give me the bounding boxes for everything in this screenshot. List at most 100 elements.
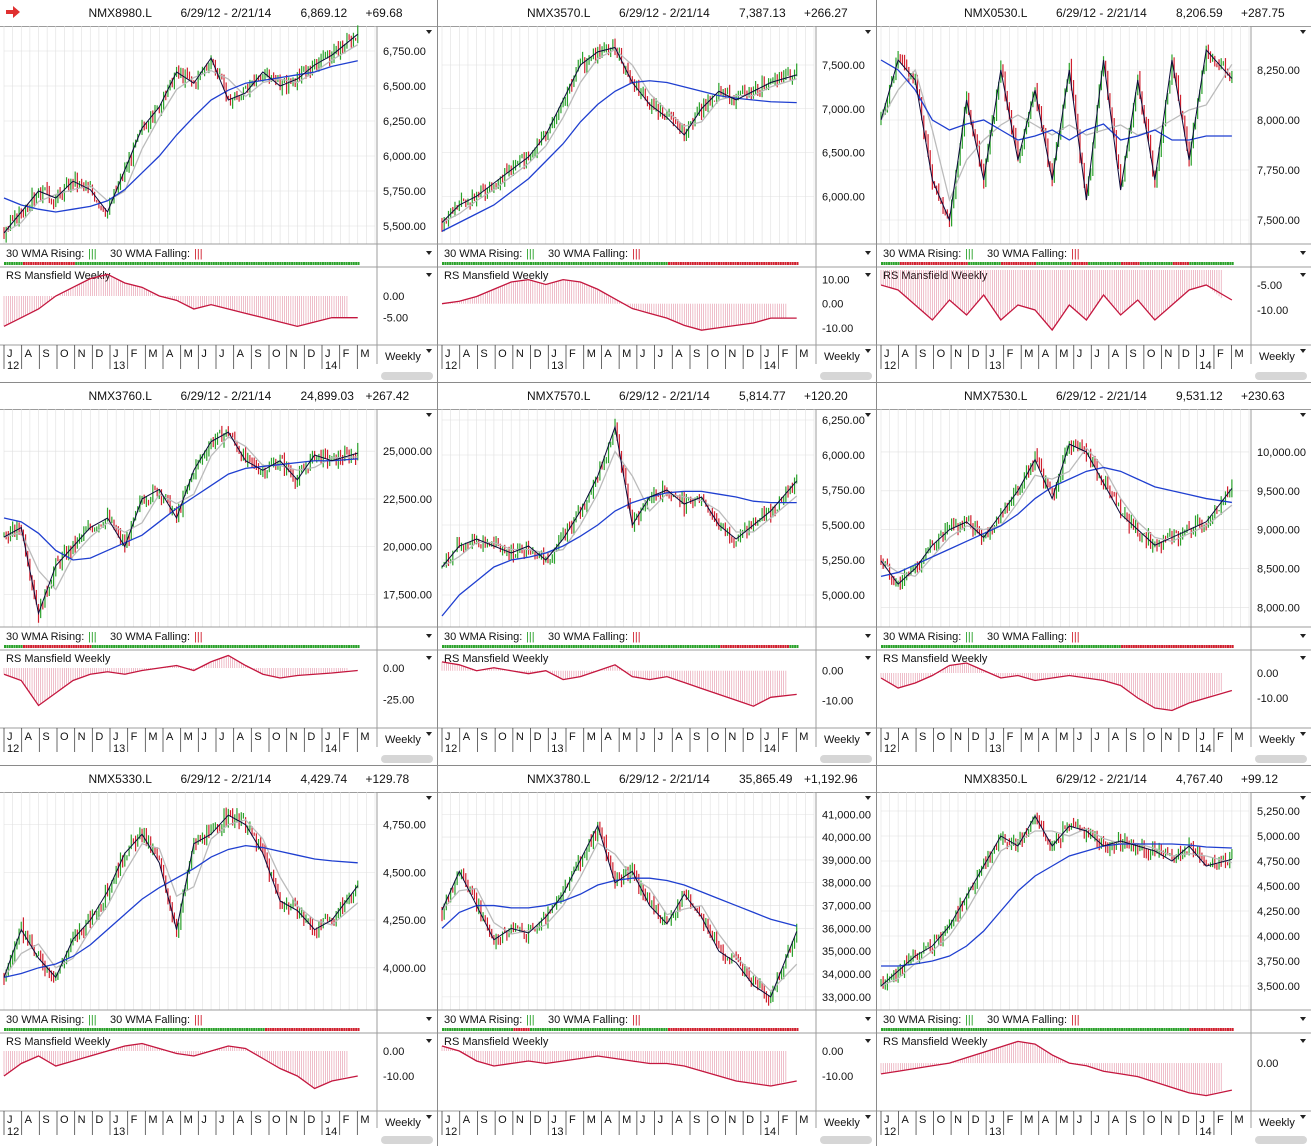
- symbol-label: NMX3780.L: [527, 772, 591, 786]
- status-dot: [224, 262, 227, 265]
- scrollbar[interactable]: [820, 1136, 872, 1144]
- status-dot: [343, 262, 346, 265]
- chart-panel[interactable]: NMX7570.L 6/29/12 - 2/21/14 5,814.77 +120.2…: [438, 383, 876, 765]
- triangle-down-icon: [1300, 634, 1306, 638]
- chart-panel[interactable]: NMX0530.L 6/29/12 - 2/21/14 8,206.59 +287.7…: [877, 0, 1311, 382]
- month-label: J: [325, 731, 331, 743]
- status-dot: [939, 645, 942, 648]
- status-dot: [510, 645, 513, 648]
- date-range-label: 6/29/12 - 2/21/14: [619, 6, 710, 20]
- status-dot: [1149, 262, 1152, 265]
- triangle-down-icon: [865, 413, 871, 417]
- status-dot: [1121, 262, 1124, 265]
- status-dot: [958, 645, 961, 648]
- status-dot: [951, 262, 954, 265]
- status-dot: [442, 262, 444, 265]
- chart-panel[interactable]: NMX3570.L 6/29/12 - 2/21/14 7,387.13 +266.2…: [438, 0, 876, 382]
- status-dot: [84, 1028, 87, 1031]
- period-label: Weekly: [824, 351, 860, 363]
- status-dot: [25, 1028, 28, 1031]
- status-dot: [465, 645, 468, 648]
- status-dot: [333, 1028, 336, 1031]
- triangle-down-icon: [865, 732, 871, 736]
- status-dot: [732, 645, 735, 648]
- status-dot: [694, 1028, 697, 1031]
- chart-panel[interactable]: NMX3760.L 6/29/12 - 2/21/14 24,899.03 +267.…: [0, 383, 437, 765]
- scrollbar[interactable]: [1255, 755, 1307, 763]
- chart-panel[interactable]: NMX8980.L 6/29/12 - 2/21/14 6,869.12 +69.68…: [0, 0, 437, 382]
- status-dot: [558, 1028, 561, 1031]
- status-dot: [579, 262, 582, 265]
- status-dot: [729, 645, 732, 648]
- month-label: A: [1112, 348, 1120, 360]
- scrollbar[interactable]: [820, 755, 872, 763]
- month-label: M: [148, 348, 157, 360]
- price-grid: [880, 792, 1250, 1010]
- status-dot: [577, 262, 580, 265]
- status-dot: [1111, 645, 1114, 648]
- status-dot: [549, 1028, 552, 1031]
- status-dot: [603, 1028, 606, 1031]
- status-dot: [744, 645, 747, 648]
- status-dot: [765, 262, 768, 265]
- status-dot: [115, 262, 118, 265]
- date-range-label: 6/29/12 - 2/21/14: [180, 389, 272, 403]
- status-dot: [1097, 645, 1100, 648]
- status-dot: [132, 1028, 135, 1031]
- scrollbar[interactable]: [1255, 372, 1307, 380]
- status-dot: [13, 645, 16, 648]
- status-dot: [350, 262, 353, 265]
- status-dot: [110, 645, 113, 648]
- month-label: N: [516, 731, 524, 743]
- price-grid: [441, 409, 815, 627]
- status-dot: [106, 1028, 109, 1031]
- year-label: 13: [113, 1126, 125, 1138]
- chart-panel[interactable]: NMX5330.L 6/29/12 - 2/21/14 4,429.74 +129.7…: [0, 766, 437, 1146]
- month-label: N: [516, 348, 524, 360]
- chart-panel[interactable]: NMX7530.L 6/29/12 - 2/21/14 9,531.12 +230.6…: [877, 383, 1311, 765]
- status-dot: [22, 262, 25, 265]
- triangle-down-icon: [426, 1039, 432, 1043]
- y-tick-label: 9,000.00: [1257, 525, 1300, 537]
- month-label: S: [254, 731, 261, 743]
- status-dot: [56, 262, 59, 265]
- status-dot: [451, 262, 454, 265]
- status-dot: [1144, 262, 1147, 265]
- status-dot: [184, 645, 187, 648]
- status-dot: [902, 262, 905, 265]
- status-dot: [326, 1028, 329, 1031]
- scrollbar[interactable]: [381, 755, 433, 763]
- status-dot: [1210, 645, 1213, 648]
- scrollbar[interactable]: [820, 372, 872, 380]
- month-label: A: [1042, 348, 1050, 360]
- status-dot: [324, 262, 327, 265]
- chart-canvas: 10,000.009,500.009,000.008,500.008,000.0…: [877, 409, 1311, 763]
- status-dot: [472, 1028, 475, 1031]
- chart-panel[interactable]: NMX3780.L 6/29/12 - 2/21/14 35,865.49 +1,19…: [438, 766, 876, 1146]
- status-dot: [746, 645, 749, 648]
- scrollbar[interactable]: [381, 1136, 433, 1144]
- month-label: J: [219, 1114, 225, 1126]
- status-dot: [170, 645, 173, 648]
- chart-panel[interactable]: NMX8350.L 6/29/12 - 2/21/14 4,767.40 +99.12…: [877, 766, 1311, 1146]
- status-dot: [713, 262, 716, 265]
- status-dot: [136, 262, 139, 265]
- status-dot: [162, 645, 165, 648]
- status-dot: [30, 262, 33, 265]
- right-arrow-icon[interactable]: [6, 6, 20, 18]
- status-dot: [276, 645, 279, 648]
- status-dot: [141, 645, 144, 648]
- price-bars: [441, 821, 798, 1006]
- status-dot: [791, 262, 794, 265]
- status-dot: [113, 1028, 116, 1031]
- status-dot: [1015, 645, 1018, 648]
- scrollbar[interactable]: [381, 372, 433, 380]
- status-dot: [794, 645, 797, 648]
- status-dot: [1069, 645, 1072, 648]
- falling-marker: |||: [1071, 631, 1080, 643]
- status-dot: [243, 1028, 246, 1031]
- status-dot: [1022, 262, 1025, 265]
- triangle-down-icon: [1300, 251, 1306, 255]
- falling-marker: |||: [1071, 248, 1080, 260]
- month-label: J: [640, 348, 646, 360]
